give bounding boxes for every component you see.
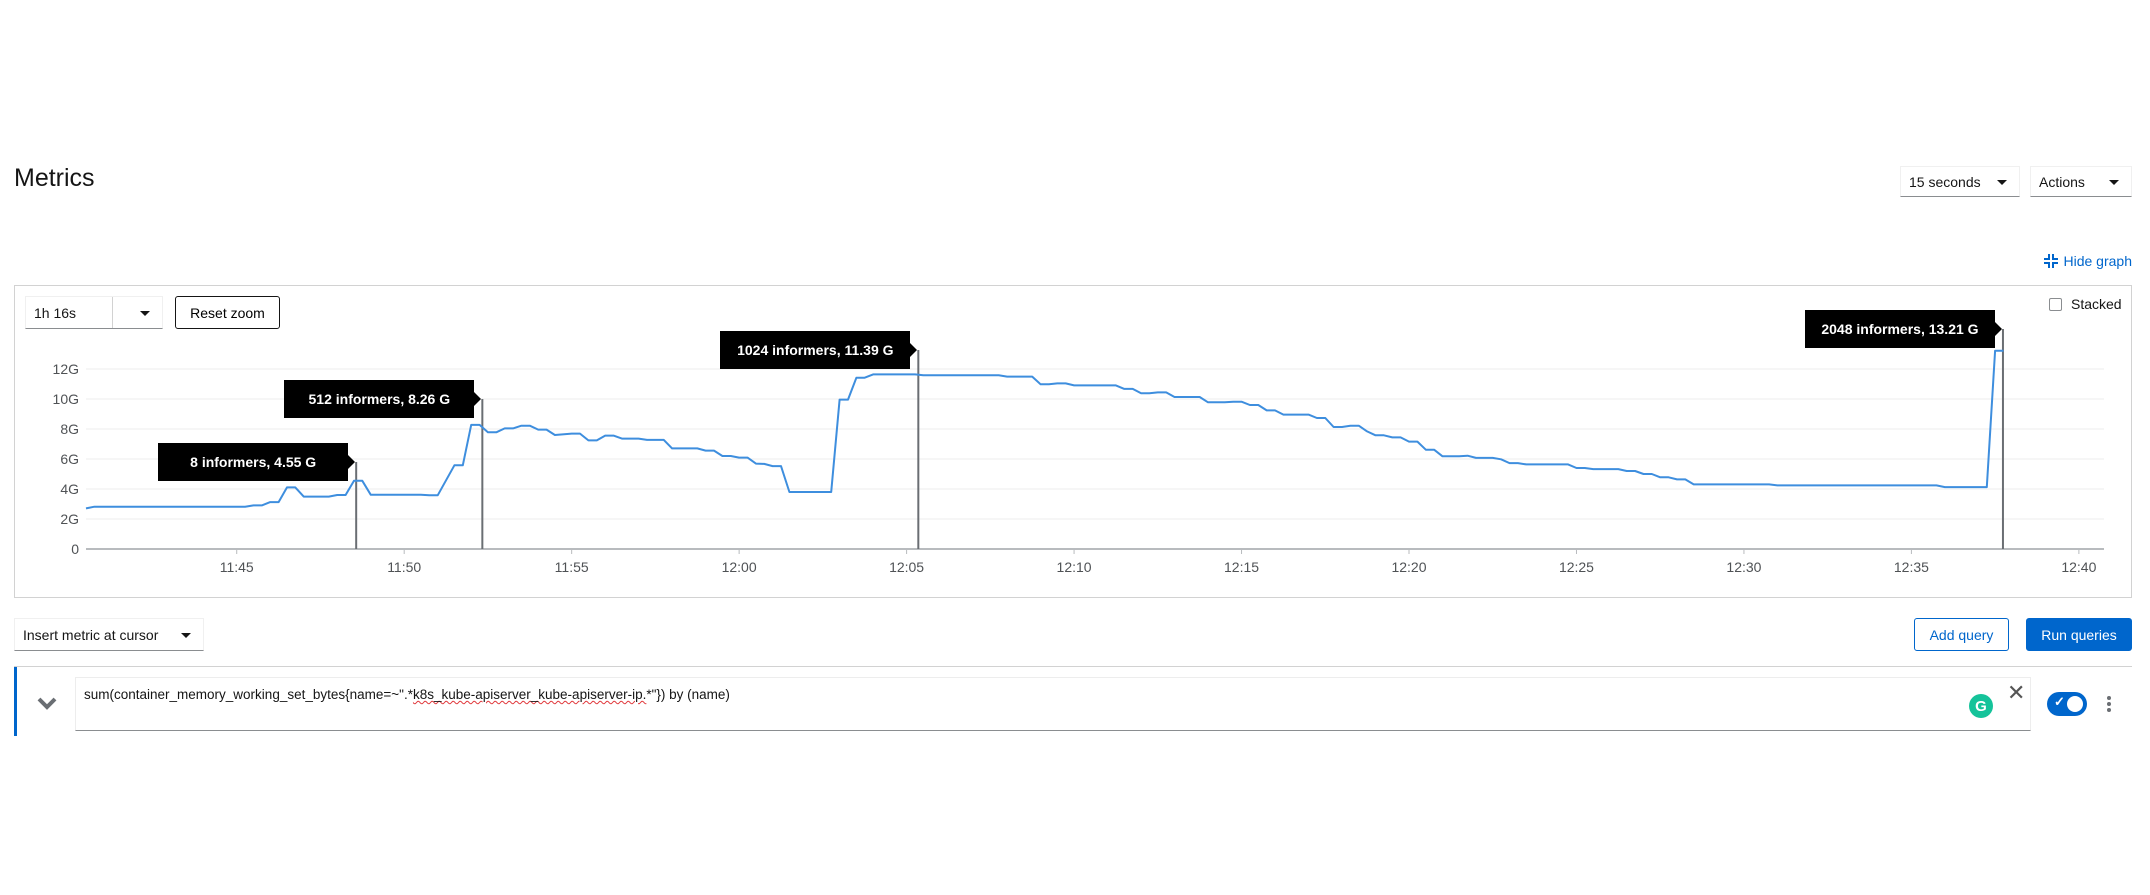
y-tick-label: 0: [71, 541, 79, 557]
run-queries-button[interactable]: Run queries: [2026, 618, 2132, 651]
query-text-misspelled: k8s_kube-apiserver_kube-apiserver-ip.: [412, 687, 647, 702]
x-tick-label: 12:35: [1894, 559, 1929, 575]
divider: [14, 666, 2132, 667]
x-tick-label: 12:00: [722, 559, 757, 575]
caret-down-icon: [2109, 179, 2119, 185]
x-tick-label: 12:30: [1726, 559, 1761, 575]
annotation-tooltip: 1024 informers, 11.39 G: [720, 331, 918, 369]
series-line: [85, 349, 2004, 510]
x-tick-label: 12:25: [1559, 559, 1594, 575]
y-tick-label: 4G: [60, 481, 79, 497]
toggle-knob: [2067, 696, 2083, 712]
annotation-tooltip: 512 informers, 8.26 G: [284, 380, 482, 418]
stacked-label: Stacked: [2071, 296, 2122, 312]
x-tick-label: 12:20: [1391, 559, 1426, 575]
kebab-icon[interactable]: [2105, 693, 2113, 715]
x-tick-label: 11:50: [387, 559, 421, 575]
caret-down-icon: [1997, 179, 2007, 185]
x-tick-label: 12:40: [2061, 559, 2096, 575]
hide-graph-label: Hide graph: [2063, 253, 2133, 269]
caret-down-icon: [181, 632, 191, 638]
chevron-down-icon[interactable]: [36, 693, 58, 713]
reset-zoom-button[interactable]: Reset zoom: [175, 296, 280, 329]
x-tick-label: 12:10: [1057, 559, 1092, 575]
actions-label: Actions: [2039, 173, 2085, 190]
time-range-value: 1h 16s: [34, 304, 77, 321]
x-tick-label: 11:45: [220, 559, 254, 575]
y-tick-label: 12G: [53, 361, 79, 377]
check-icon: ✓: [2054, 694, 2065, 709]
insert-metric-label: Insert metric at cursor: [23, 626, 159, 643]
caret-down-icon: [140, 310, 150, 316]
time-range-dropdown[interactable]: 1h 16s: [25, 296, 163, 329]
insert-metric-dropdown[interactable]: Insert metric at cursor: [14, 618, 204, 651]
compress-icon: [2043, 254, 2058, 268]
x-tick-label: 12:15: [1224, 559, 1259, 575]
query-expression-input[interactable]: [75, 677, 2031, 731]
y-tick-label: 2G: [60, 511, 79, 527]
annotation-markers: [355, 329, 2004, 549]
checkbox-icon[interactable]: [2049, 297, 2062, 311]
page-title: Metrics: [14, 164, 95, 192]
refresh-interval-dropdown[interactable]: 15 seconds: [1900, 166, 2020, 197]
stacked-checkbox[interactable]: Stacked: [2049, 296, 2122, 312]
hide-graph-button[interactable]: Hide graph: [2043, 253, 2133, 269]
y-tick-label: 10G: [53, 391, 79, 407]
close-icon[interactable]: ✕: [2007, 680, 2026, 705]
query-text-part: sum(container_memory_working_set_bytes{n…: [84, 687, 413, 702]
refresh-interval-value: 15 seconds: [1909, 173, 1981, 190]
annotation-tooltip: 2048 informers, 13.21 G: [1804, 310, 2002, 348]
actions-dropdown[interactable]: Actions: [2030, 166, 2132, 197]
x-axis: 11:45 11:50 11:55 12:00 12:05 12:10 12:15 12:20…: [86, 548, 2104, 575]
query-expression-text: sum(container_memory_working_set_bytes{n…: [84, 687, 730, 702]
x-tick-label: 11:55: [555, 559, 589, 575]
x-tick-label: 12:05: [889, 559, 924, 575]
annotation-tooltip: 8 informers, 4.55 G: [158, 443, 356, 481]
add-query-button[interactable]: Add query: [1914, 618, 2009, 651]
query-row-accent: [14, 667, 17, 736]
y-tick-label: 8G: [60, 421, 79, 437]
y-tick-label: 6G: [60, 451, 79, 467]
graph-panel: [14, 285, 2132, 598]
query-enabled-toggle[interactable]: ✓: [2047, 692, 2087, 716]
dropdown-divider: [112, 297, 113, 328]
query-text-part: *"}) by (name): [646, 687, 730, 702]
y-axis: 0 2G 4G 6G 8G 10G 12G: [53, 361, 80, 557]
grammarly-icon[interactable]: G: [1969, 694, 1993, 718]
series: [85, 349, 2004, 510]
